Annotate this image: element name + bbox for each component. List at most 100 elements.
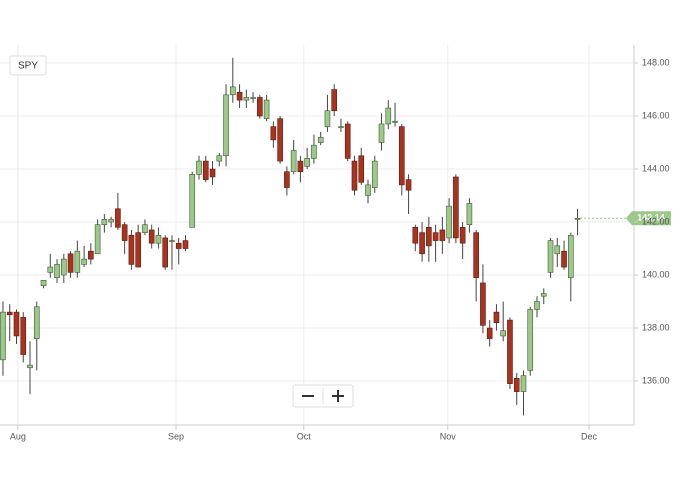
candle-body	[135, 232, 141, 268]
candle-body	[61, 258, 67, 276]
candle-body	[277, 118, 283, 162]
candle-body	[13, 311, 20, 337]
candle-body	[223, 94, 229, 157]
candle-body	[74, 250, 81, 273]
x-tick-label: Oct	[297, 431, 312, 441]
candle-body	[574, 218, 581, 220]
candle-body	[419, 232, 425, 255]
candle-body	[338, 126, 344, 128]
candle-body	[317, 136, 324, 143]
candle-body	[101, 219, 108, 225]
candle-body	[432, 232, 439, 241]
symbol-label: SPY	[18, 61, 38, 72]
candle-body	[196, 160, 202, 175]
candle-body	[459, 227, 466, 244]
candle-body	[189, 174, 196, 228]
candle-body	[257, 97, 263, 117]
candle-body	[378, 123, 385, 143]
y-tick-label: 144.00	[642, 163, 670, 173]
candle-body	[500, 330, 506, 337]
y-tick-label: 140.00	[642, 269, 670, 279]
candle-body	[290, 150, 297, 172]
candle-body	[284, 171, 290, 188]
candle-body	[311, 144, 317, 159]
candle-body	[439, 229, 446, 241]
candle-body	[6, 311, 13, 316]
candle-body	[399, 126, 405, 186]
candle-body	[155, 234, 162, 244]
y-tick-label: 138.00	[642, 322, 670, 332]
x-tick-label: Sep	[168, 431, 184, 441]
candle-body	[324, 110, 331, 127]
candle-body	[270, 126, 277, 141]
candle-body	[162, 237, 169, 268]
candle-body	[412, 227, 419, 244]
candle-body	[27, 364, 33, 369]
candle-body	[142, 224, 148, 233]
candle-body	[351, 160, 358, 191]
candle-body	[304, 158, 310, 167]
candle-body	[94, 224, 101, 255]
x-tick-label: Aug	[10, 431, 26, 441]
candle-body	[175, 242, 182, 249]
candles	[0, 57, 581, 416]
candle-body	[534, 301, 540, 310]
candle-body	[243, 97, 250, 101]
candle-body	[182, 240, 189, 249]
candle-body	[486, 327, 493, 339]
candle-body	[88, 250, 94, 260]
candle-body	[540, 293, 547, 297]
candle-body	[331, 89, 338, 112]
candle-body	[33, 306, 40, 339]
candle-body	[216, 155, 223, 162]
candle-body	[40, 280, 47, 286]
candle-body	[81, 258, 87, 265]
candle-body	[67, 253, 74, 273]
y-tick-label: 148.00	[642, 57, 670, 67]
candle-body	[554, 245, 561, 255]
candle-body	[20, 317, 27, 355]
candle-body	[108, 219, 114, 223]
candle-body	[567, 234, 574, 278]
candle-body	[263, 99, 270, 119]
y-tick-label: 146.00	[642, 110, 670, 120]
candle-body	[466, 203, 473, 225]
candle-body	[0, 311, 6, 361]
candle-body	[426, 227, 432, 247]
candle-body	[128, 234, 135, 265]
candle-body	[547, 240, 554, 273]
candle-body	[405, 179, 412, 191]
candle-body	[344, 123, 351, 159]
candle-body	[446, 205, 452, 239]
candle-body	[297, 160, 304, 172]
x-tick-label: Dec	[581, 431, 598, 441]
candle-body	[250, 97, 256, 99]
candle-body	[392, 121, 398, 123]
candle-body	[507, 319, 513, 384]
candle-body	[453, 176, 459, 239]
candle-body	[230, 86, 236, 96]
candle-body	[385, 107, 392, 125]
candle-body	[513, 378, 520, 392]
candle-body	[527, 309, 534, 371]
y-tick-label: 136.00	[642, 375, 670, 385]
candle-body	[121, 224, 128, 241]
candle-body	[236, 91, 243, 101]
candle-body	[480, 282, 486, 326]
candle-body	[115, 208, 121, 228]
candle-body	[473, 232, 479, 278]
candle-body	[169, 240, 175, 242]
candle-body	[365, 184, 371, 196]
last-price-label: 142.14	[637, 213, 665, 223]
candle-body	[520, 375, 527, 392]
zoom-controls	[292, 384, 354, 408]
candle-body	[47, 266, 54, 273]
y-tick-label: 142.00	[642, 216, 670, 226]
x-tick-label: Nov	[440, 431, 457, 441]
candle-body	[561, 250, 567, 268]
candle-body	[493, 311, 500, 324]
candle-body	[148, 229, 155, 244]
